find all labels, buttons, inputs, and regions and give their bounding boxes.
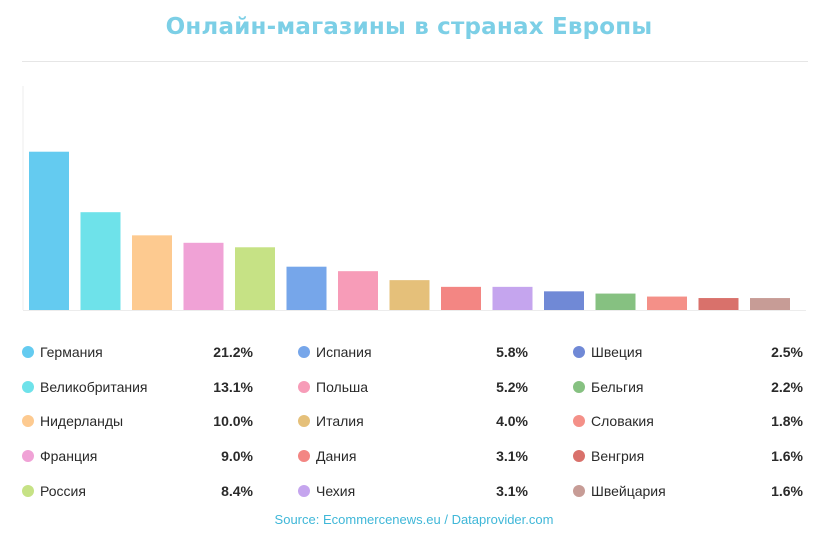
legend-country-label: Россия <box>40 483 86 499</box>
legend-item: Испания 5.8% <box>298 342 528 362</box>
legend-country-label: Франция <box>40 448 98 464</box>
legend-color-dot <box>298 381 310 393</box>
legend-color-dot <box>298 450 310 462</box>
legend-value-label: 5.2% <box>496 379 528 395</box>
bar-9: Дания: 3.1% <box>441 286 481 310</box>
legend-color-dot <box>22 415 34 427</box>
source-note: Source: Ecommercenews.eu / Dataprovider.… <box>274 512 554 527</box>
legend-value-label: 5.8% <box>496 344 528 360</box>
bar-5: Россия: 8.4% <box>235 247 275 310</box>
legend-item: Швейцария 1.6% <box>573 481 803 501</box>
bar-10: Чехия: 3.1% <box>492 286 533 310</box>
legend-country-label: Италия <box>316 413 364 429</box>
legend-item: Бельгия 2.2% <box>573 377 803 397</box>
legend-value-label: 10.0% <box>213 413 253 429</box>
legend-item: Польша 5.2% <box>298 377 528 397</box>
legend-value-label: 4.0% <box>496 413 528 429</box>
legend-item: Великобритания 13.1% <box>22 377 253 397</box>
legend-color-dot <box>298 485 310 497</box>
legend-item: Италия 4.0% <box>298 411 528 431</box>
legend-value-label: 2.2% <box>771 379 803 395</box>
legend-value-label: 1.8% <box>771 413 803 429</box>
legend-item: Швеция 2.5% <box>573 342 803 362</box>
bar-chart: Германия: 21.2% Великобритания: 13.1% Ниде… <box>22 86 806 311</box>
legend-country-label: Венгрия <box>591 448 645 464</box>
legend-item: Дания 3.1% <box>298 446 528 466</box>
legend-color-dot <box>22 346 34 358</box>
legend-item: Франция 9.0% <box>22 446 253 466</box>
legend-item: Венгрия 1.6% <box>573 446 803 466</box>
legend-value-label: 13.1% <box>213 379 253 395</box>
legend-value-label: 1.6% <box>771 448 803 464</box>
bar-6: Испания: 5.8% <box>286 266 327 310</box>
legend-country-label: Польша <box>316 379 369 395</box>
bar-13: Словакия: 1.8% <box>647 296 687 310</box>
legend-item: Германия 21.2% <box>22 342 253 362</box>
legend-color-dot <box>573 415 585 427</box>
legend-color-dot <box>573 346 585 358</box>
legend-color-dot <box>298 346 310 358</box>
legend-color-dot <box>22 485 34 497</box>
legend-value-label: 21.2% <box>213 344 253 360</box>
bar-1: Германия: 21.2% <box>29 151 69 310</box>
legend-country-label: Великобритания <box>40 379 148 395</box>
bar-4: Франция: 9.0% <box>183 242 224 310</box>
title-divider <box>22 61 808 62</box>
legend-value-label: 2.5% <box>771 344 803 360</box>
bar-8: Италия: 4.0% <box>389 280 430 310</box>
legend-item: Нидерланды 10.0% <box>22 411 253 431</box>
bar-11: Швеция: 2.5% <box>544 291 584 310</box>
legend-color-dot <box>573 450 585 462</box>
bar-7: Польша: 5.2% <box>338 271 378 310</box>
legend-country-label: Чехия <box>316 483 356 499</box>
legend-item: Чехия 3.1% <box>298 481 528 501</box>
legend-country-label: Швейцария <box>591 483 666 499</box>
legend-item: Россия 8.4% <box>22 481 253 501</box>
legend-country-label: Нидерланды <box>40 413 124 429</box>
legend-country-label: Дания <box>316 448 357 464</box>
legend-country-label: Германия <box>40 344 103 360</box>
legend-value-label: 9.0% <box>221 448 253 464</box>
legend-color-dot <box>298 415 310 427</box>
bar-12: Бельгия: 2.2% <box>595 293 636 310</box>
legend-item: Словакия 1.8% <box>573 411 803 431</box>
legend-color-dot <box>573 381 585 393</box>
bar-14: Венгрия: 1.6% <box>698 298 739 310</box>
bar-3: Нидерланды: 10.0% <box>132 235 172 310</box>
legend-value-label: 3.1% <box>496 448 528 464</box>
legend-color-dot <box>573 485 585 497</box>
legend-country-label: Испания <box>316 344 372 360</box>
legend-value-label: 1.6% <box>771 483 803 499</box>
legend-value-label: 8.4% <box>221 483 253 499</box>
legend-country-label: Бельгия <box>591 379 644 395</box>
legend-country-label: Словакия <box>591 413 654 429</box>
bar-2: Великобритания: 13.1% <box>80 212 121 310</box>
bar-15: Швейцария: 1.6% <box>750 298 790 310</box>
legend-value-label: 3.1% <box>496 483 528 499</box>
chart-title: Онлайн-магазины в странах Европы <box>165 14 653 40</box>
legend-color-dot <box>22 381 34 393</box>
legend-country-label: Швеция <box>591 344 643 360</box>
legend-color-dot <box>22 450 34 462</box>
